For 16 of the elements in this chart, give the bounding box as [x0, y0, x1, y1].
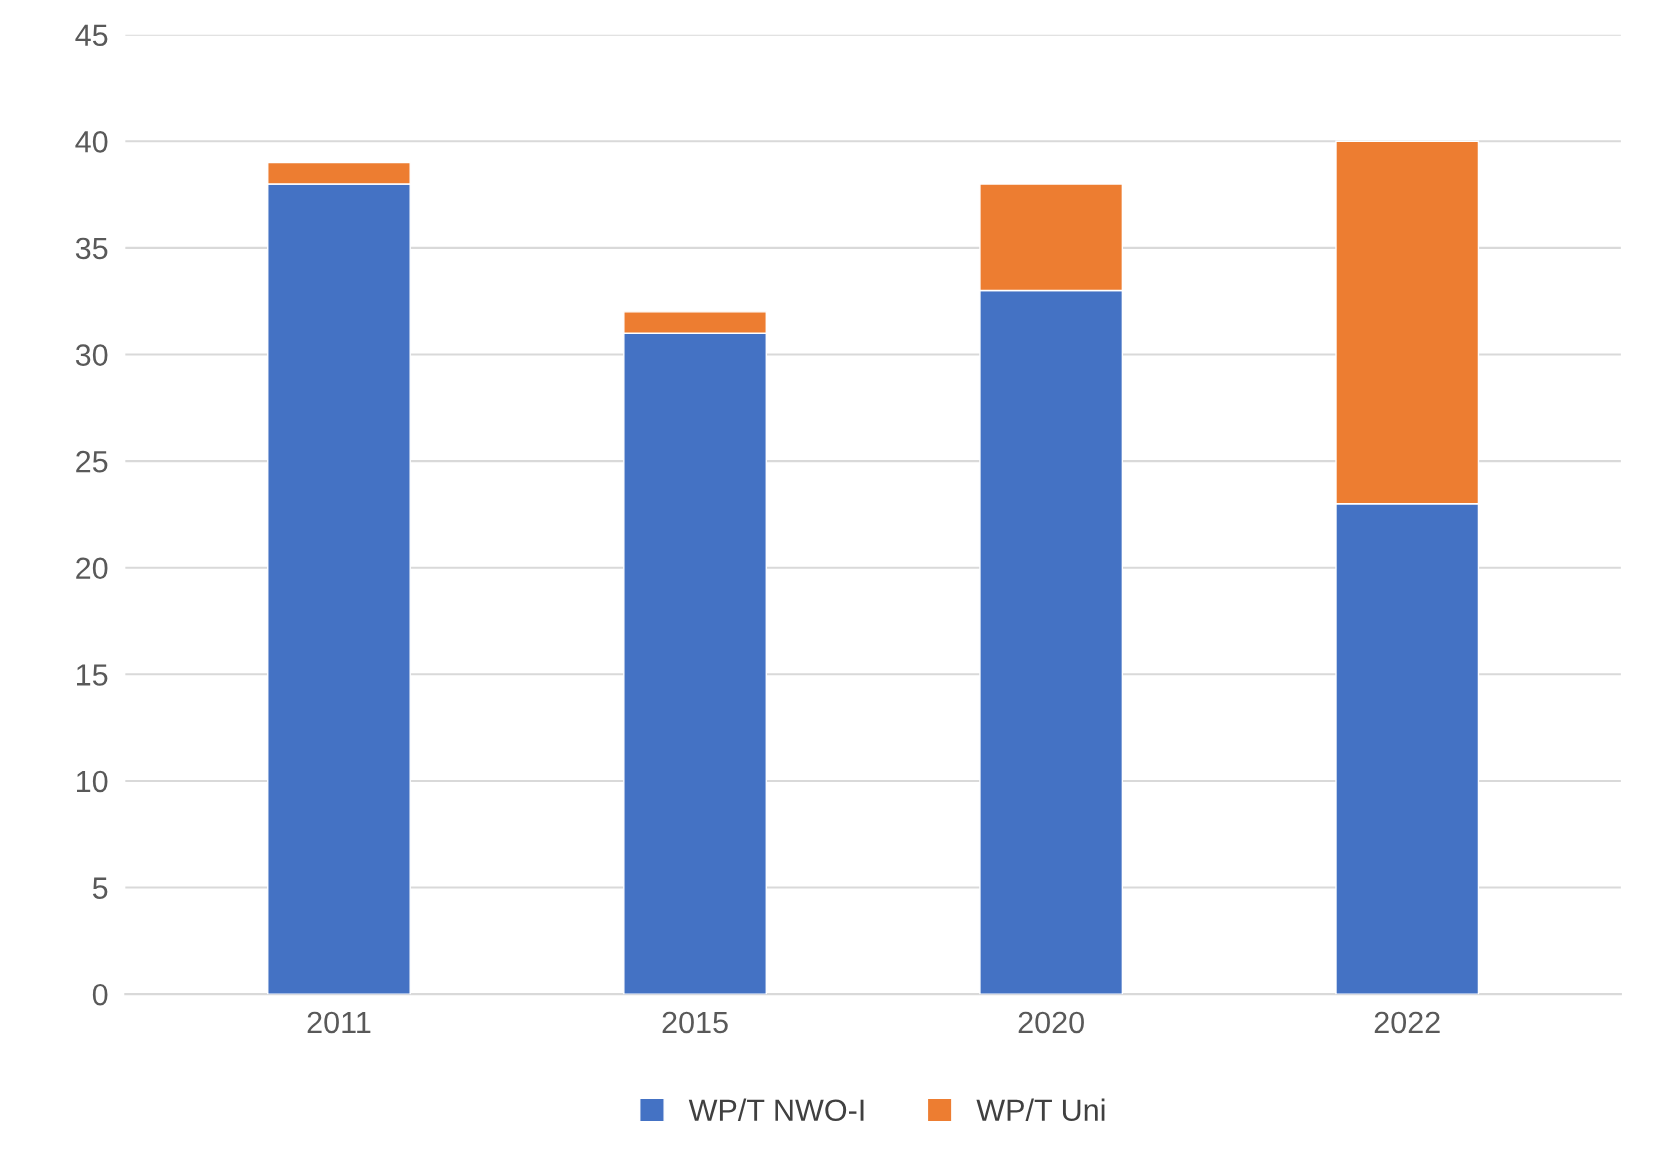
y-tick-label: 30 [75, 344, 108, 366]
y-tick-label: 5 [92, 877, 108, 899]
y-tick-label: 25 [76, 450, 108, 473]
x-tick-label: 2015 [662, 1011, 728, 1034]
y-tick-label: 40 [75, 131, 108, 153]
x-tick-label: 2011 [307, 1011, 371, 1034]
y-tick-label: 35 [75, 237, 108, 260]
x-tick-label: 2022 [1374, 1011, 1440, 1034]
y-tick-label: 45 [75, 24, 108, 47]
y-tick-label: 20 [76, 557, 108, 580]
legend-label: WP/T Uni [976, 1098, 1105, 1122]
y-tick-label: 0 [92, 983, 108, 1006]
x-tick-label: 2020 [1018, 1011, 1084, 1034]
y-tick-label: 10 [77, 770, 108, 793]
y-tick-label: 15 [77, 664, 108, 686]
legend-label: WP/T NWO-I [688, 1098, 864, 1122]
